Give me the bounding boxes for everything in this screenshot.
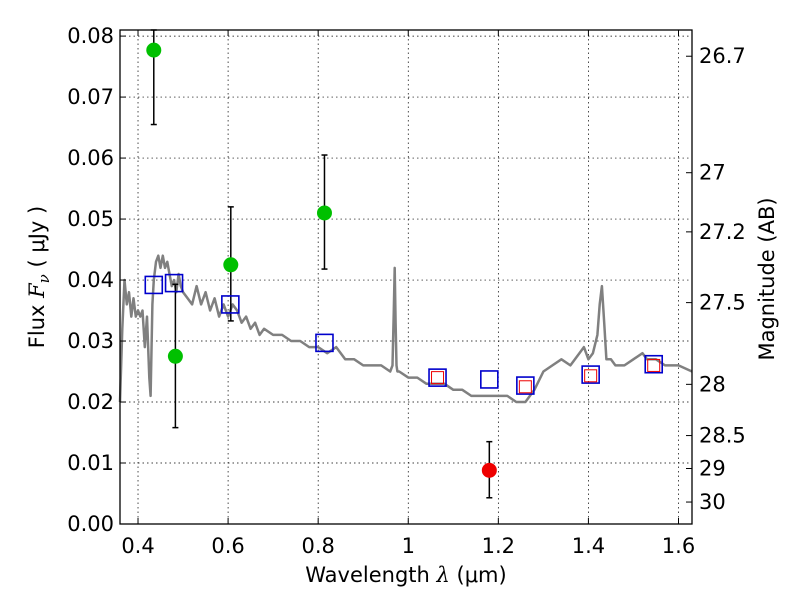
x-axis-label: Wavelength λ (μm): [305, 563, 506, 587]
model-photometry-marker: [315, 333, 334, 353]
x-tick-label: 1.6: [662, 534, 695, 558]
observed-photometry-marker: [431, 371, 445, 385]
magnitude-axis-label: Magnitude (AB): [755, 197, 779, 360]
data-point: [481, 462, 497, 478]
observed-photometry-marker: [584, 369, 598, 383]
x-tick-label: 0.8: [301, 534, 334, 558]
magnitude-tick-label: 29: [699, 457, 726, 481]
model-photometry-marker: [428, 368, 447, 387]
y-tick-label: 0.04: [67, 268, 114, 292]
magnitude-tick-label: 30: [699, 490, 726, 514]
y-tick-label: 0.00: [67, 512, 114, 536]
y-tick-label: 0.07: [67, 85, 114, 109]
y-tick-label: 0.01: [67, 451, 114, 475]
magnitude-tick-label: 28.5: [699, 424, 746, 448]
y-tick-label: 0.06: [67, 146, 114, 170]
grid-lines: [120, 30, 692, 525]
plot-frame: [119, 29, 693, 525]
y-axis-label: Flux Fν ( μJy ): [25, 206, 53, 348]
data-point: [316, 205, 332, 221]
y-tick-label: 0.08: [67, 24, 114, 48]
magnitude-tick-label: 26.7: [699, 44, 746, 68]
model-photometry-marker: [516, 376, 535, 395]
x-tick-label: 1: [402, 534, 415, 558]
axis-ticks: 0.4 0.6 0.8 1 1.2 1.4 1.6 0.00 0.01 0.02 0.03 0.04 0…: [67, 24, 746, 558]
model-photometry-marker: [480, 370, 499, 389]
x-tick-label: 0.6: [211, 534, 244, 558]
model-photometry-marker: [144, 275, 164, 295]
model-spectrum-line: [118, 254, 693, 404]
magnitude-tick-label: 27: [699, 161, 726, 185]
y-tick-label: 0.03: [67, 329, 114, 353]
magnitude-tick-label: 28: [699, 372, 726, 396]
data-point: [167, 348, 183, 364]
magnitude-tick-label: 27.5: [699, 291, 746, 315]
y-tick-label: 0.05: [67, 207, 114, 231]
data-point: [146, 42, 162, 58]
model-photometry-marker: [581, 365, 600, 384]
model-photometry-marker: [221, 295, 240, 314]
magnitude-tick-label: 27.2: [699, 220, 746, 244]
x-tick-label: 1.2: [482, 534, 515, 558]
model-photometry-marker: [164, 273, 184, 293]
x-tick-label: 1.4: [572, 534, 605, 558]
y-tick-label: 0.02: [67, 390, 114, 414]
x-tick-label: 0.4: [121, 534, 154, 558]
data-point: [223, 257, 239, 273]
plot-area: [118, 29, 693, 499]
observed-photometry-marker: [518, 380, 532, 394]
model-photometry-marker: [644, 354, 664, 374]
observed-photometry-marker: [647, 358, 661, 372]
